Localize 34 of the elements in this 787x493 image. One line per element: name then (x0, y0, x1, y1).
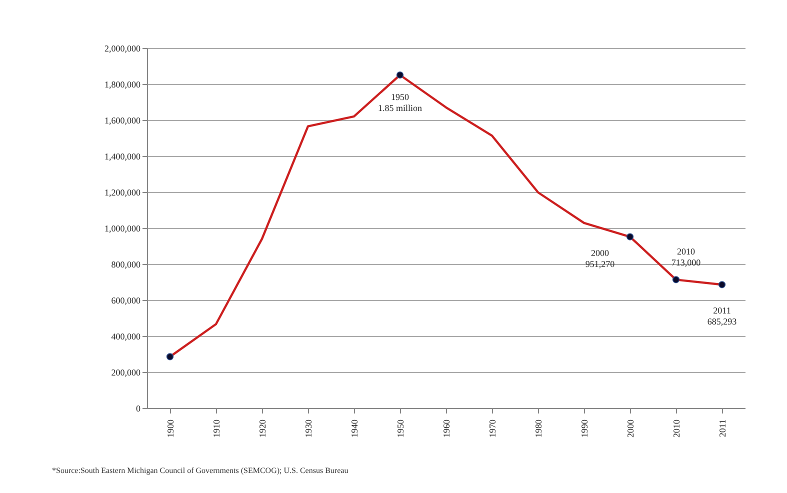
y-tick-label: 1,600,000 (104, 116, 141, 126)
annotation: 2011 685,293 (707, 306, 738, 327)
point (396, 71, 404, 79)
text: *Source:South Eastern Michigan Council of Governments (SEMCOG); U.S. Census Bureau (52, 466, 348, 475)
annotation: 1950 1.85 million (378, 92, 422, 113)
x-tick-label: 2010 (672, 419, 682, 438)
annotation: 2000 951,270 (585, 248, 616, 269)
point (718, 281, 726, 288)
point (166, 353, 174, 360)
x-tick-label: 1960 (442, 419, 452, 438)
y-tick-label: 400,000 (111, 332, 141, 342)
y-tick-label: 1,400,000 (104, 152, 141, 162)
annotation: 2010 713,000 (671, 246, 702, 268)
x-tick-label: 1970 (488, 419, 498, 438)
x-tick-label: 1940 (350, 419, 360, 438)
x-tick-label: 1930 (304, 419, 314, 438)
y-tick-label: 1,000,000 (104, 224, 141, 234)
x-tick-label: 2000 (626, 419, 636, 438)
y-tick-label: 800,000 (111, 260, 141, 270)
x-tick-label: 2011 (718, 420, 728, 438)
y-tick-label: 1,800,000 (104, 80, 141, 90)
y-tick-label: 600,000 (111, 296, 141, 306)
y-tick-label: 0 (136, 404, 141, 414)
y-tick-label: 2,000,000 (104, 44, 141, 54)
point (626, 233, 634, 240)
x-tick-label: 1920 (258, 419, 268, 438)
x-tick-label: 1910 (212, 419, 222, 438)
x-tick-label: 1990 (580, 419, 590, 438)
x-tick-label: 1980 (534, 419, 544, 438)
y-tick-label: 200,000 (111, 368, 141, 378)
y-tick-label: 1,200,000 (104, 188, 141, 198)
x-tick-label: 1900 (166, 419, 176, 438)
x-tick-label: 1950 (396, 419, 406, 438)
point (672, 276, 680, 284)
